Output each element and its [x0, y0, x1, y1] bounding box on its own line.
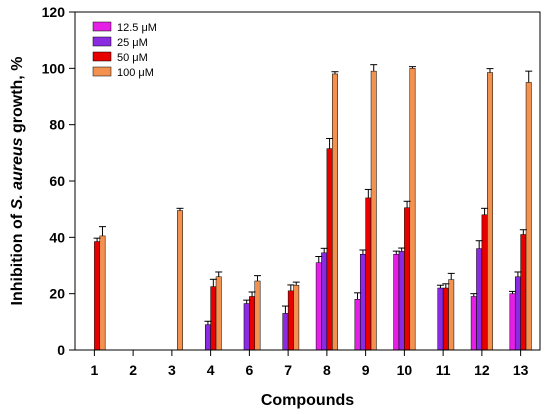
- bar: [476, 248, 483, 351]
- bar: [470, 296, 477, 351]
- bar: [398, 251, 405, 351]
- bar: [365, 197, 372, 351]
- x-tick-label: 11: [436, 362, 451, 378]
- y-axis: 0 20 40 60 80 100 120: [42, 4, 75, 358]
- bar: [249, 296, 256, 351]
- x-axis-title: Compounds: [261, 392, 354, 409]
- y-axis-title-prefix: Inhibition of: [9, 209, 26, 305]
- bar: [520, 234, 527, 351]
- y-tick-label: 80: [49, 117, 65, 133]
- y-axis-title-italic: S. aureus: [9, 137, 26, 209]
- error-bars-layer: [93, 64, 533, 325]
- y-tick-label: 20: [49, 286, 65, 302]
- legend-swatch: [92, 21, 112, 32]
- x-tick-label: 1: [90, 362, 98, 378]
- legend-label: 12.5 μM: [117, 22, 157, 34]
- bar: [332, 73, 338, 351]
- bar: [354, 299, 361, 351]
- y-tick-label: 0: [57, 342, 65, 358]
- bar: [287, 290, 294, 351]
- bar: [509, 293, 516, 351]
- bar: [326, 148, 333, 351]
- bar: [293, 284, 300, 351]
- bar: [99, 235, 106, 351]
- x-tick-label: 4: [207, 362, 215, 378]
- x-axis: 1 2 3 4 6 7 8 9 10 11 12 13: [90, 350, 529, 378]
- x-tick-label: 10: [397, 362, 413, 378]
- legend-swatch: [92, 51, 112, 62]
- bar: [442, 287, 449, 351]
- x-tick-label: 7: [284, 362, 292, 378]
- bar: [94, 241, 101, 351]
- x-tick-label: 3: [168, 362, 176, 378]
- bar: [359, 253, 366, 351]
- y-tick-label: 60: [49, 173, 65, 189]
- x-tick-label: 6: [245, 362, 253, 378]
- x-tick-label: 13: [513, 362, 529, 378]
- bar: [370, 70, 377, 351]
- bar: [210, 286, 217, 351]
- bar: [177, 210, 183, 351]
- legend-label: 100 μM: [117, 67, 154, 79]
- bar: [204, 324, 211, 351]
- bar: [321, 252, 328, 351]
- legend-label: 50 μM: [117, 52, 148, 64]
- bar: [525, 82, 532, 351]
- bar: [282, 313, 289, 351]
- bar: [243, 303, 250, 351]
- legend-swatch: [92, 66, 112, 77]
- x-tick-label: 9: [362, 362, 370, 378]
- bars-layer: [94, 68, 532, 351]
- bar: [254, 280, 261, 351]
- y-axis-title-suffix: growth, %: [9, 57, 26, 138]
- y-tick-label: 40: [49, 229, 65, 245]
- x-tick-label: 8: [323, 362, 331, 378]
- bar: [215, 276, 222, 351]
- y-tick-label: 100: [42, 60, 66, 76]
- bar: [409, 68, 416, 351]
- bar: [514, 276, 521, 351]
- bar: [315, 262, 322, 351]
- bar: [404, 207, 411, 351]
- x-tick-label: 12: [474, 362, 490, 378]
- bar: [437, 287, 444, 351]
- y-tick-label: 120: [42, 4, 66, 20]
- legend: 12.5 μM 25 μM 50 μM 100 μM: [92, 21, 157, 79]
- legend-swatch: [92, 36, 112, 47]
- y-axis-title: Inhibition of S. aureus growth, %: [9, 57, 26, 306]
- legend-label: 25 μM: [117, 37, 148, 49]
- bar: [448, 279, 455, 351]
- x-tick-label: 2: [129, 362, 137, 378]
- bar: [487, 72, 493, 351]
- bar: [481, 214, 488, 351]
- bar: [393, 253, 400, 351]
